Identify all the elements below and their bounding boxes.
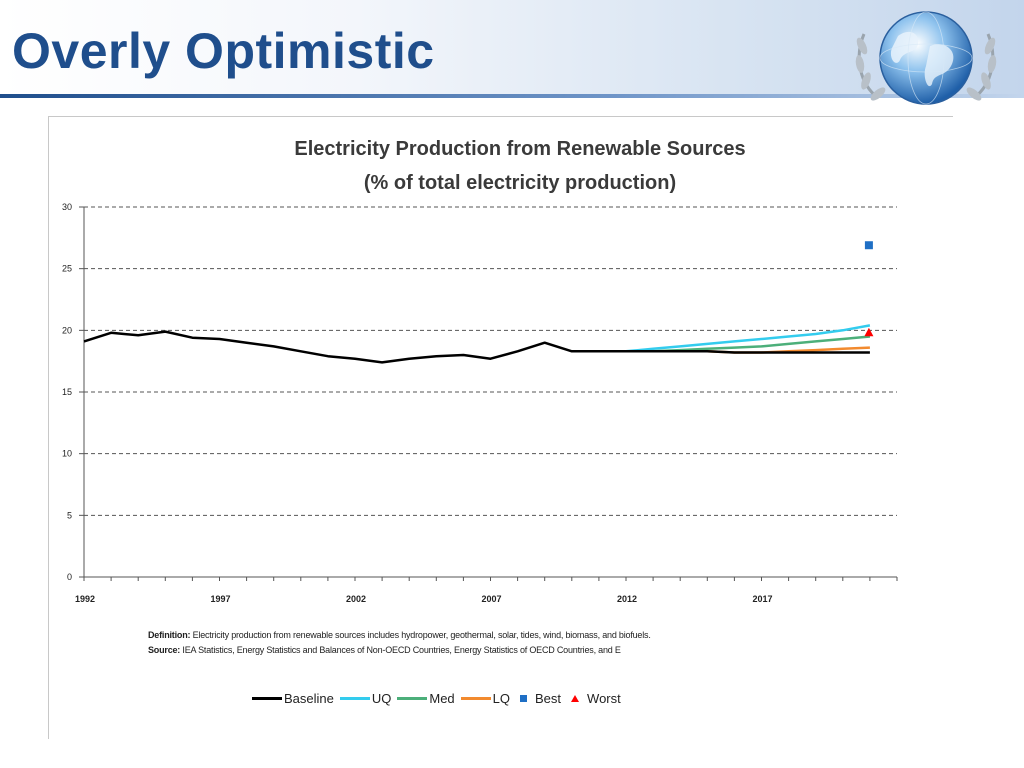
point-marker-worst [864, 327, 874, 337]
series-line-uq [625, 324, 871, 353]
chart-subtitle: (% of total electricity production) [363, 172, 677, 194]
legend-label-med: Med [429, 690, 455, 706]
legend-item-baseline: Baseline [252, 691, 334, 706]
header-rule [0, 94, 1024, 98]
legend-label-uq: UQ [371, 690, 392, 706]
legend-label-best: Best [535, 690, 562, 706]
source-note: Source: IEA Statistics, Energy Statistic… [148, 643, 948, 658]
y-tick-label: 30 [62, 202, 72, 212]
definition-label: Definition: [148, 630, 191, 640]
globe-laurel-logo [855, 11, 997, 105]
y-tick-label: 15 [62, 387, 72, 397]
chart-title: Electricity Production from Renewable So… [294, 138, 746, 160]
x-tick-label: 2012 [617, 594, 637, 604]
legend-swatch-best [520, 694, 528, 702]
legend-label-worst: Worst [587, 690, 621, 706]
definition-text: Electricity production from renewable so… [190, 630, 651, 640]
slide-title: Overly Optimistic [12, 23, 435, 79]
legend-item-lq: LQ [460, 690, 511, 706]
legend-label-lq: LQ [492, 690, 511, 706]
source-label: Source: [148, 645, 181, 655]
legend-swatch-uq [339, 696, 370, 700]
x-tick-label: 2007 [481, 594, 501, 604]
y-tick-label: 0 [67, 572, 72, 582]
chart-frame [48, 116, 953, 739]
source-text: IEA Statistics, Energy Statistics and Ba… [180, 645, 621, 655]
header-band [0, 0, 1024, 98]
legend-swatch-lq [460, 696, 491, 700]
legend-label-baseline: Baseline [284, 690, 334, 706]
legend-item-worst: Worst [567, 691, 621, 706]
legend-swatch-med [397, 696, 428, 700]
y-tick-label: 10 [62, 449, 72, 459]
chart-legend: Baseline UQ Med LQ Best Worst [252, 688, 627, 708]
x-tick-label: 2002 [346, 594, 366, 604]
y-tick-label: 20 [62, 325, 72, 335]
series-line-baseline [83, 330, 870, 364]
point-marker-best [864, 241, 873, 250]
x-tick-label: 1992 [75, 594, 95, 604]
y-tick-label: 25 [62, 264, 72, 274]
x-tick-label: 1997 [210, 594, 230, 604]
x-tick-label: 2017 [752, 594, 772, 604]
definition-note: Definition: Electricity production from … [148, 628, 948, 643]
legend-item-uq: UQ [339, 690, 392, 706]
chart-notes: Definition: Electricity production from … [148, 628, 948, 658]
chart-title-block: Electricity Production from Renewable So… [48, 132, 992, 200]
legend-item-best: Best [516, 691, 561, 706]
legend-swatch-baseline [252, 696, 282, 700]
legend-item-med: Med [397, 690, 455, 706]
legend-swatch-worst [571, 694, 580, 702]
y-tick-label: 5 [67, 510, 72, 520]
